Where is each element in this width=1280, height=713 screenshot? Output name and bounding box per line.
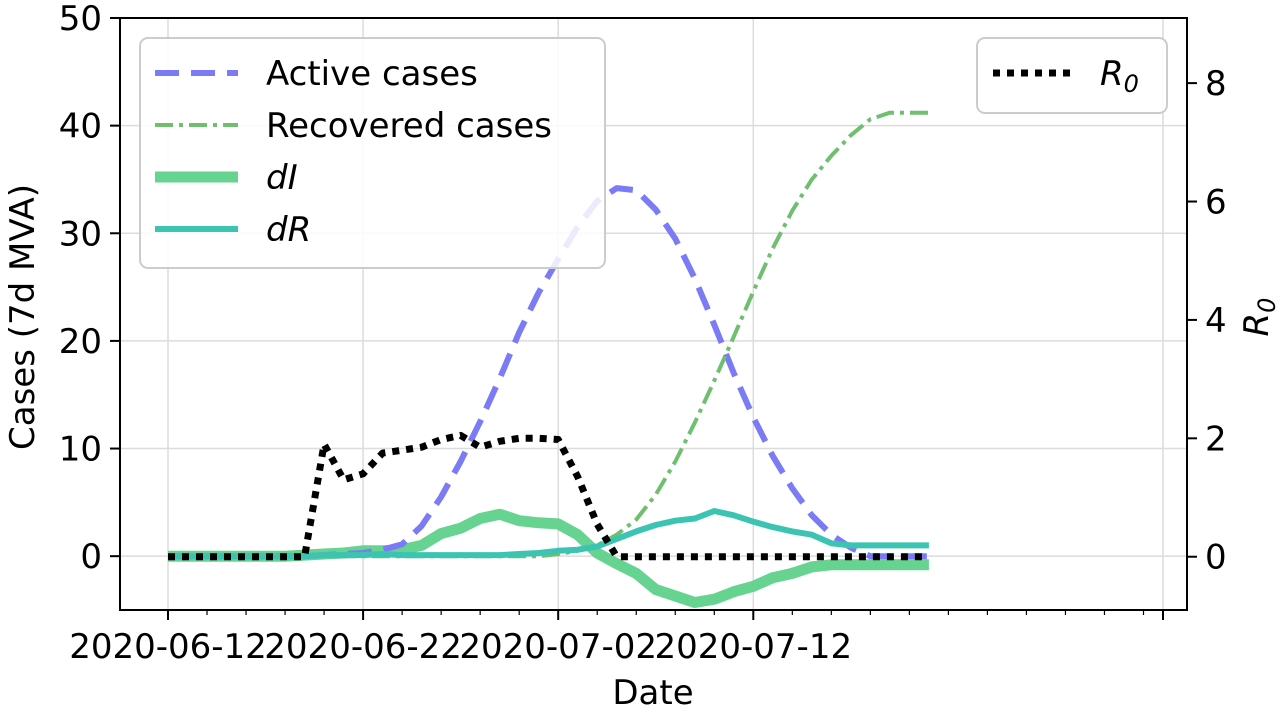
x-tick-label: 2020-07-12 <box>654 627 852 667</box>
series-line-r0 <box>168 431 929 561</box>
x-tick-label: 2020-06-22 <box>264 627 462 667</box>
y-tick-label: 50 <box>59 0 102 39</box>
y-tick-label: 10 <box>59 430 102 470</box>
legend-left-box <box>139 37 606 269</box>
legend-label: Recovered cases <box>266 106 552 146</box>
series-layer <box>168 110 929 608</box>
y2-axis-title-base: R <box>1237 313 1277 337</box>
axes: 2020-06-122020-06-222020-07-022020-07-12… <box>59 0 1227 667</box>
x-tick-label: 2020-06-12 <box>69 627 267 667</box>
x-axis-title: Date <box>612 673 693 713</box>
legend-label: R0 <box>1100 54 1139 98</box>
y-tick-label: 40 <box>59 107 102 147</box>
y2-tick-label: 6 <box>1205 183 1227 223</box>
y2-axis-title: R0 <box>1237 298 1280 337</box>
legend-label: dR <box>266 210 311 250</box>
legend-label: Active cases <box>266 54 478 94</box>
y-tick-label: 30 <box>59 214 102 254</box>
legend-label: dI <box>266 158 298 198</box>
y-tick-label: 20 <box>59 322 102 362</box>
y2-tick-label: 2 <box>1205 419 1227 459</box>
legend-left: Active cases Recovered cases dI dR <box>139 37 606 269</box>
y-axis-title: Cases (7d MVA) <box>3 184 43 450</box>
legend-right: R0 <box>976 37 1168 114</box>
y2-tick-label: 0 <box>1205 538 1227 578</box>
y2-axis-title-sub: 0 <box>1253 298 1280 313</box>
y2-tick-label: 8 <box>1205 64 1227 104</box>
x-tick-label: 2020-07-02 <box>459 627 657 667</box>
legend-label-base: R <box>1100 54 1124 94</box>
y-tick-label: 0 <box>80 537 102 577</box>
legend-label-sub: 0 <box>1124 70 1139 98</box>
y2-tick-label: 4 <box>1205 301 1227 341</box>
plot-frame <box>119 17 1188 611</box>
legend-right-box <box>976 37 1168 114</box>
